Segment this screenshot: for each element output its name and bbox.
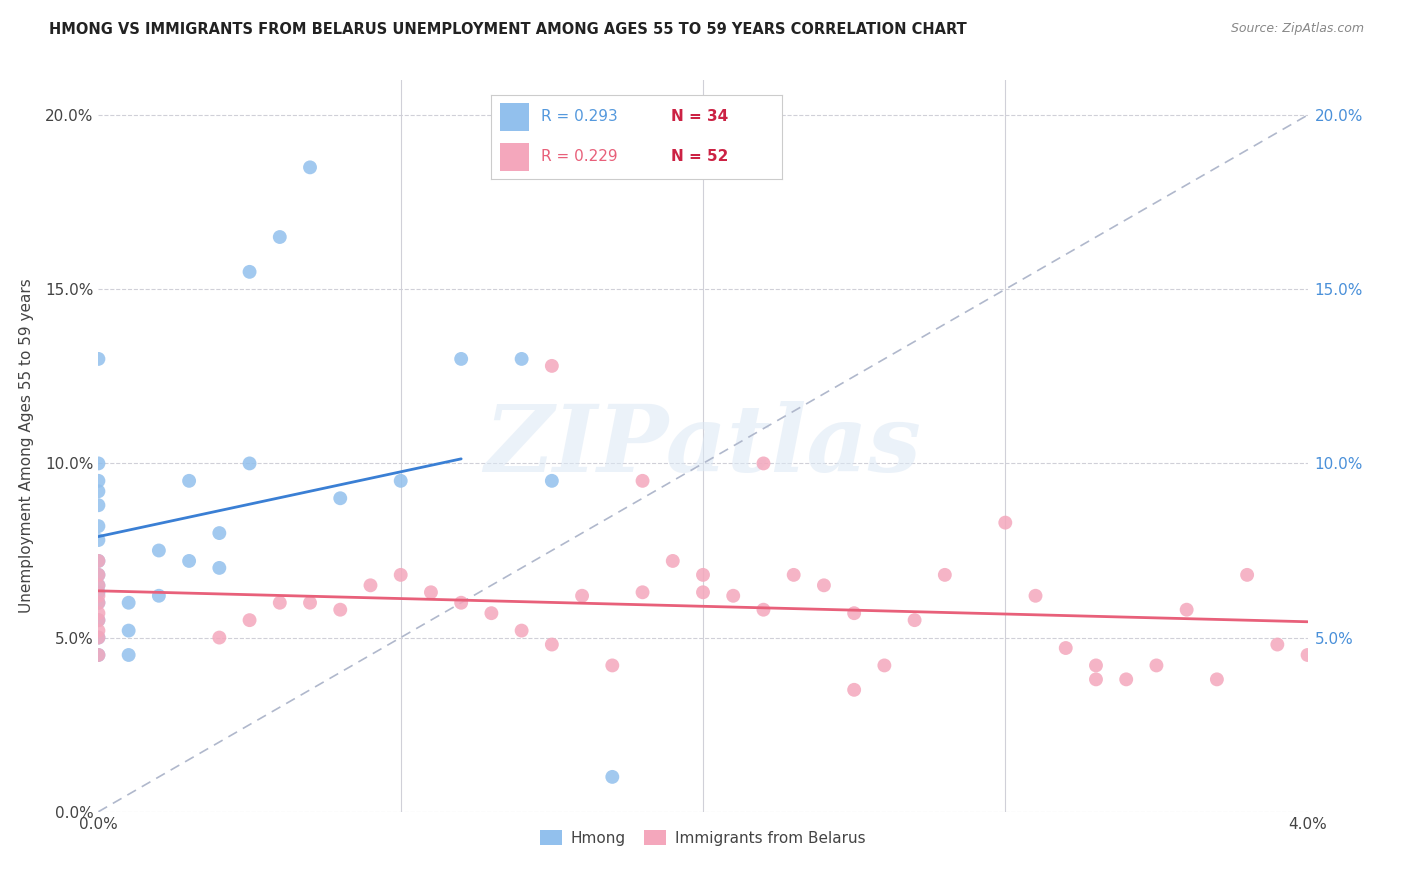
Point <box>602 658 624 673</box>
Point <box>510 351 533 366</box>
Point <box>571 589 593 603</box>
Point <box>1146 658 1168 673</box>
Point <box>118 596 141 610</box>
Point <box>299 596 322 610</box>
Point <box>1206 673 1229 687</box>
Point <box>420 585 443 599</box>
Point <box>118 624 141 638</box>
Point <box>87 578 110 592</box>
Point <box>87 578 110 592</box>
Point <box>752 457 775 471</box>
Point <box>1296 648 1319 662</box>
Point <box>873 658 896 673</box>
Point <box>208 526 231 541</box>
Point <box>692 585 714 599</box>
Point <box>239 457 262 471</box>
Point <box>87 648 110 662</box>
Point <box>299 161 322 175</box>
Point <box>87 624 110 638</box>
Point <box>540 359 562 373</box>
Text: HMONG VS IMMIGRANTS FROM BELARUS UNEMPLOYMENT AMONG AGES 55 TO 59 YEARS CORRELAT: HMONG VS IMMIGRANTS FROM BELARUS UNEMPLO… <box>49 22 967 37</box>
Point <box>540 474 562 488</box>
Point <box>87 457 110 471</box>
Point <box>87 606 110 620</box>
Point <box>1115 673 1137 687</box>
Point <box>844 606 866 620</box>
Point <box>510 624 533 638</box>
Point <box>602 770 624 784</box>
Point <box>723 589 745 603</box>
Point <box>1085 673 1108 687</box>
Point <box>329 491 352 506</box>
Point <box>752 603 775 617</box>
Point <box>360 578 382 592</box>
Point <box>813 578 835 592</box>
Point <box>1025 589 1047 603</box>
Point <box>87 484 110 499</box>
Point <box>1085 658 1108 673</box>
Point <box>269 230 291 244</box>
Point <box>87 554 110 568</box>
Point <box>934 567 956 582</box>
Point <box>148 543 170 558</box>
Point <box>87 648 110 662</box>
Point <box>179 554 201 568</box>
Point <box>1267 638 1289 652</box>
Point <box>87 585 110 599</box>
Point <box>239 613 262 627</box>
Point <box>329 603 352 617</box>
Point <box>87 554 110 568</box>
Point <box>661 554 683 568</box>
Point <box>481 606 503 620</box>
Point <box>450 596 472 610</box>
Point <box>87 631 110 645</box>
Point <box>87 631 110 645</box>
Point <box>179 474 201 488</box>
Point <box>87 596 110 610</box>
Point <box>87 498 110 512</box>
Point <box>1054 640 1077 655</box>
Point <box>87 589 110 603</box>
Point <box>631 585 654 599</box>
Point <box>87 613 110 627</box>
Point <box>87 351 110 366</box>
Point <box>87 613 110 627</box>
Text: Source: ZipAtlas.com: Source: ZipAtlas.com <box>1230 22 1364 36</box>
Point <box>389 474 412 488</box>
Point <box>87 519 110 533</box>
Y-axis label: Unemployment Among Ages 55 to 59 years: Unemployment Among Ages 55 to 59 years <box>20 278 34 614</box>
Point <box>208 631 231 645</box>
Point <box>1236 567 1258 582</box>
Point <box>239 265 262 279</box>
Point <box>87 533 110 547</box>
Point <box>844 682 866 697</box>
Point <box>148 589 170 603</box>
Point <box>389 567 412 582</box>
Point <box>87 474 110 488</box>
Point <box>208 561 231 575</box>
Point <box>783 567 806 582</box>
Point <box>540 638 562 652</box>
Legend: Hmong, Immigrants from Belarus: Hmong, Immigrants from Belarus <box>534 823 872 852</box>
Point <box>994 516 1017 530</box>
Point <box>1175 603 1198 617</box>
Point <box>692 567 714 582</box>
Point <box>87 567 110 582</box>
Point <box>904 613 927 627</box>
Point <box>87 596 110 610</box>
Point <box>450 351 472 366</box>
Point <box>631 474 654 488</box>
Point <box>87 567 110 582</box>
Point <box>269 596 291 610</box>
Point <box>118 648 141 662</box>
Text: ZIPatlas: ZIPatlas <box>485 401 921 491</box>
